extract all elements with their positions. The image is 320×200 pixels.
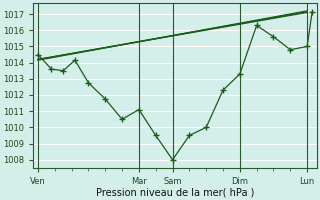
X-axis label: Pression niveau de la mer( hPa ): Pression niveau de la mer( hPa )	[96, 187, 254, 197]
